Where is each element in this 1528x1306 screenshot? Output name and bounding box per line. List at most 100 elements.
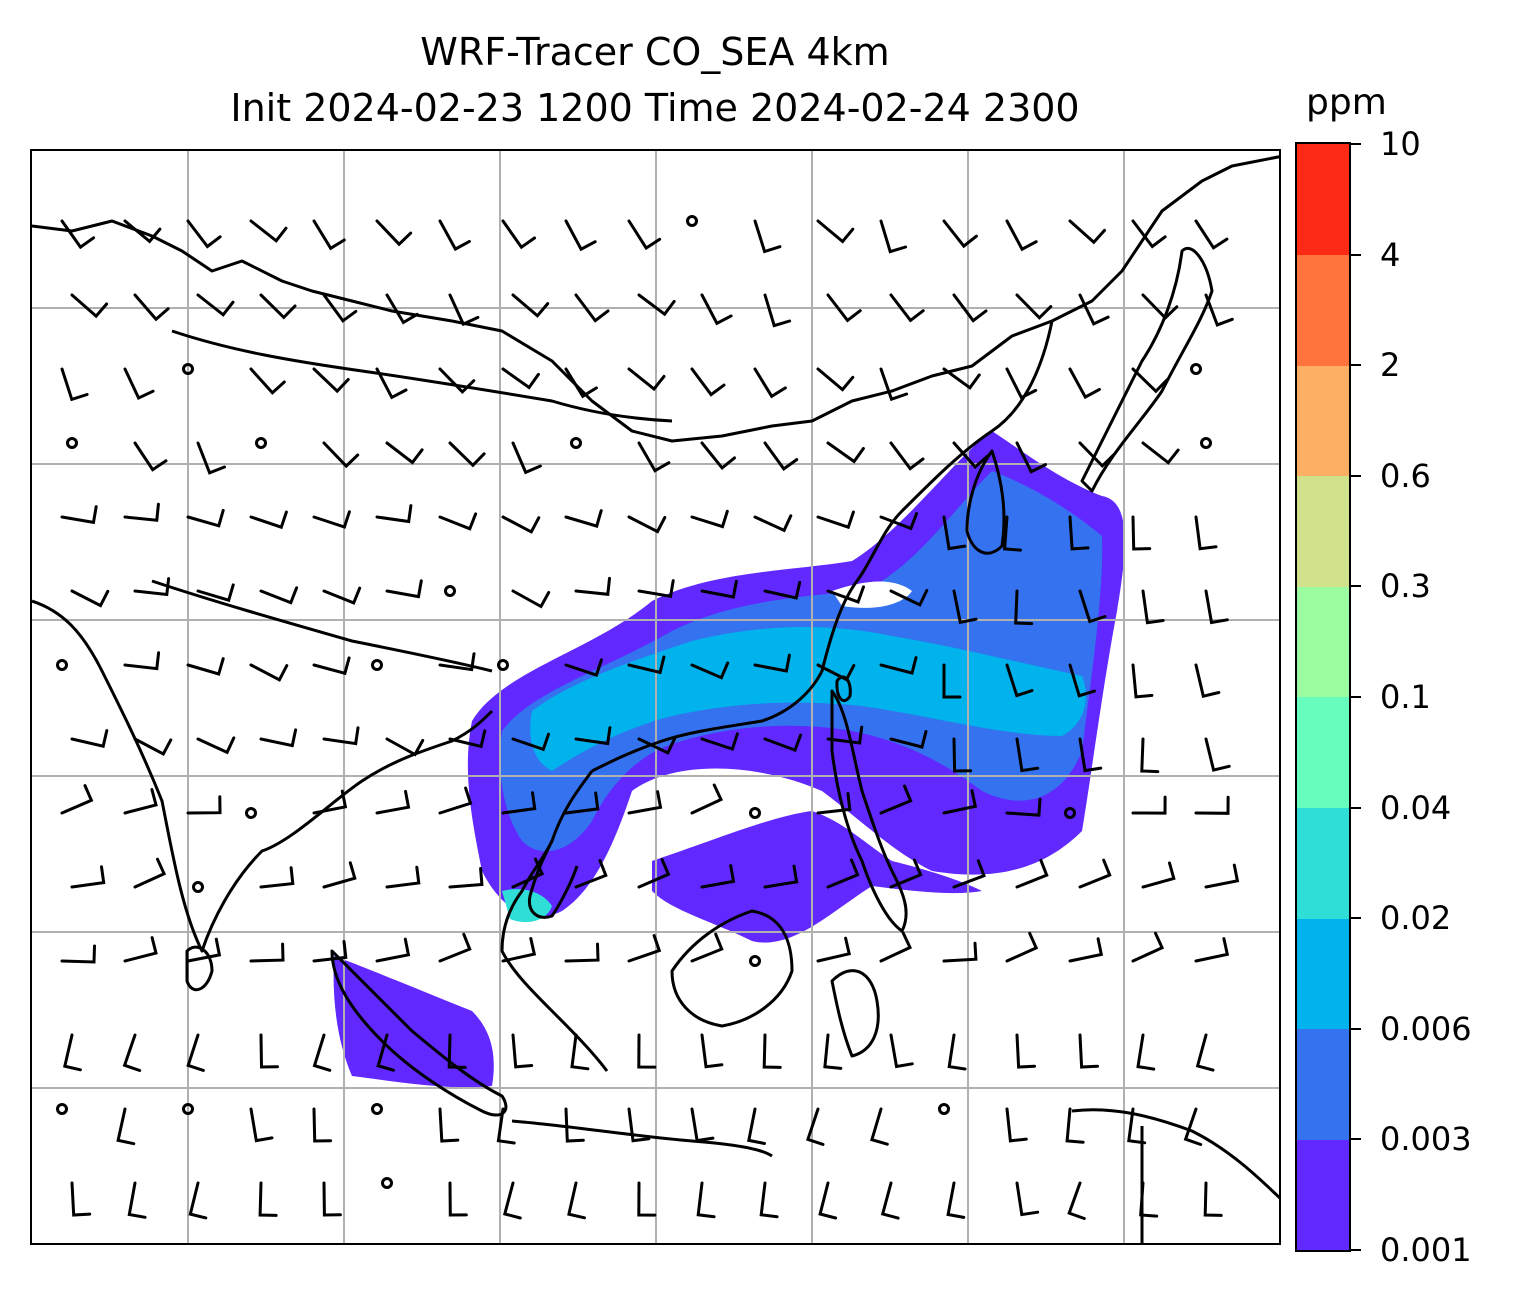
colorbar-tick — [1351, 1249, 1361, 1251]
wind-barb — [122, 1033, 142, 1072]
wind-calm-circle — [749, 807, 761, 819]
wind-barb — [879, 784, 913, 815]
wind-barb — [1078, 858, 1112, 889]
border-himalaya — [151, 579, 493, 673]
wind-barb — [947, 1033, 967, 1071]
colorbar-tick-label: 0.3 — [1380, 567, 1431, 606]
colorbar-tick-label: 10 — [1380, 125, 1421, 163]
wind-barb — [1204, 293, 1234, 327]
coastline-japan — [1080, 247, 1214, 493]
wind-barb — [196, 441, 226, 475]
wind-barb — [627, 1107, 651, 1143]
wind-barb — [816, 936, 851, 963]
coastline-china-east — [591, 320, 1054, 773]
wind-barb — [60, 367, 89, 402]
wind-barb — [312, 789, 348, 815]
wind-barb — [312, 367, 350, 394]
wind-calm-circle — [371, 1103, 383, 1115]
colorbar — [1295, 142, 1351, 1252]
wind-barb — [574, 859, 608, 889]
wind-barb — [826, 441, 865, 464]
wind-barb — [826, 858, 860, 889]
colorbar-tick-label: 2 — [1380, 346, 1401, 385]
wind-barb — [637, 736, 677, 755]
wind-barb — [690, 367, 726, 397]
wind-barb — [1194, 663, 1221, 699]
wind-barb — [753, 219, 782, 254]
wind-barb — [133, 577, 171, 597]
wind-calm-circle — [56, 1103, 68, 1115]
wind-barb — [496, 1107, 516, 1145]
wind-barb — [942, 941, 978, 963]
wind-barb — [564, 509, 603, 528]
wind-calm-circle — [255, 437, 267, 449]
wind-barb — [502, 1181, 522, 1220]
colorbar-band-0 — [1297, 1139, 1349, 1251]
wind-barb — [1131, 219, 1167, 249]
wind-barb — [879, 219, 908, 254]
colorbar-tick — [1351, 1027, 1361, 1030]
wind-barb — [1204, 737, 1231, 772]
wind-barb — [133, 293, 170, 322]
wind-barb — [70, 865, 106, 889]
wind-barb — [823, 1033, 843, 1070]
wind-barb — [70, 729, 109, 748]
wind-barb — [186, 937, 222, 963]
wind-barb — [438, 652, 476, 672]
wind-barb — [123, 788, 158, 815]
colorbar-band-7 — [1297, 365, 1349, 477]
wind-barb — [1005, 931, 1039, 963]
wind-barb — [123, 219, 162, 244]
wind-barb — [249, 1107, 274, 1143]
wind-barb — [816, 663, 856, 682]
border-sulawesi — [830, 969, 880, 1058]
wind-barb — [258, 1181, 278, 1217]
wind-barb — [501, 515, 541, 534]
wind-barb — [385, 737, 425, 757]
wind-barb — [1127, 1107, 1147, 1145]
colorbar-tick — [1351, 696, 1361, 698]
wind-barb — [1183, 1107, 1203, 1146]
wind-barb — [1141, 861, 1176, 889]
wind-barb — [880, 1181, 900, 1220]
wind-barb — [133, 441, 168, 472]
wind-barb — [627, 934, 662, 963]
wind-barb — [123, 367, 155, 400]
wind-barb — [753, 367, 787, 399]
coastline-korea — [965, 449, 1006, 555]
plume-gulf-patch — [502, 889, 552, 923]
wind-barb — [438, 512, 478, 531]
wind-barb — [1131, 795, 1167, 815]
wind-barb — [637, 293, 676, 317]
wind-barb — [249, 663, 289, 682]
colorbar-band-5 — [1297, 586, 1349, 698]
wind-barb — [511, 857, 545, 889]
wind-barb — [259, 293, 297, 320]
colorbar-band-9 — [1297, 144, 1349, 256]
plume-sumatra-patch — [333, 956, 494, 1088]
colorbar-unit-label: ppm — [1306, 82, 1387, 123]
wind-barb — [196, 736, 236, 755]
wind-barb — [249, 942, 285, 963]
wind-barb — [1005, 663, 1034, 698]
wind-barb — [448, 729, 487, 749]
wind-barb — [1005, 219, 1038, 252]
wind-barb — [1141, 441, 1180, 465]
wind-barb — [816, 510, 855, 530]
wind-barb — [1014, 589, 1034, 626]
wind-barb — [196, 293, 235, 317]
wind-barbs — [56, 215, 1240, 1220]
wind-calm-circle — [182, 363, 194, 375]
wind-barb — [952, 293, 988, 323]
wind-barb — [116, 1107, 136, 1146]
wind-barb — [690, 783, 723, 815]
plume-borneo-patch — [652, 811, 982, 943]
wind-barb — [763, 293, 792, 328]
wind-barb — [186, 795, 222, 815]
wind-barb — [942, 219, 978, 249]
wind-barb — [818, 1181, 838, 1220]
wind-barb — [952, 737, 973, 773]
wind-barb — [1194, 219, 1229, 250]
wind-barb — [637, 579, 675, 599]
wind-barb — [1015, 737, 1040, 773]
